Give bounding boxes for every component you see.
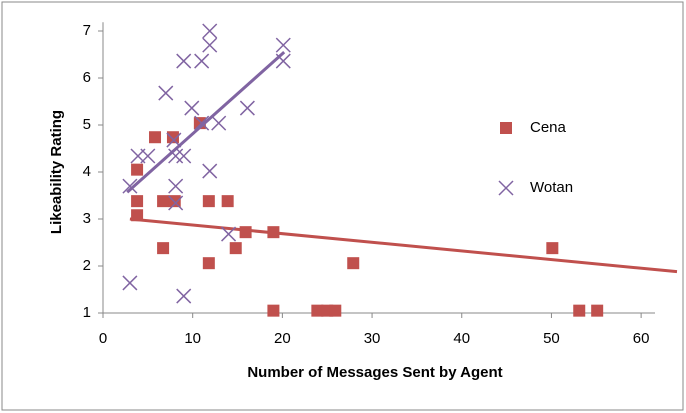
point xyxy=(168,195,184,211)
point xyxy=(329,304,342,317)
point xyxy=(267,226,280,239)
legend-label: Cena xyxy=(530,119,567,136)
point xyxy=(166,132,182,148)
point xyxy=(311,304,324,317)
point xyxy=(194,115,210,131)
point xyxy=(158,85,174,101)
point xyxy=(275,37,291,53)
point xyxy=(157,242,170,255)
point xyxy=(184,100,200,116)
trendline xyxy=(126,51,286,194)
point xyxy=(267,304,280,317)
point xyxy=(194,53,210,69)
y-axis-label: Likeability Rating xyxy=(48,110,65,234)
y-tick-label: 7 xyxy=(83,22,91,39)
point xyxy=(176,53,192,69)
legend-marker xyxy=(498,180,514,196)
point xyxy=(131,195,144,208)
point xyxy=(193,117,206,130)
point xyxy=(202,257,215,270)
point xyxy=(176,288,192,304)
point xyxy=(591,304,604,317)
point xyxy=(211,115,227,131)
x-tick-label: 40 xyxy=(453,330,470,347)
point xyxy=(157,195,170,208)
point xyxy=(122,178,138,194)
x-tick-label: 30 xyxy=(364,330,381,347)
point xyxy=(573,304,586,317)
point xyxy=(131,209,144,222)
point xyxy=(239,100,255,116)
point xyxy=(168,178,184,194)
point xyxy=(122,275,138,291)
point xyxy=(140,148,156,164)
point xyxy=(275,53,291,69)
y-tick-label: 5 xyxy=(83,116,91,133)
legend-label: Wotan xyxy=(530,179,573,196)
point xyxy=(166,131,179,144)
point xyxy=(149,131,162,144)
x-tick-label: 0 xyxy=(99,330,107,347)
point xyxy=(176,148,192,164)
point xyxy=(168,148,184,164)
y-tick-label: 1 xyxy=(83,304,91,321)
point xyxy=(202,195,215,208)
point xyxy=(229,242,242,255)
point xyxy=(546,242,559,255)
y-tick-label: 2 xyxy=(83,257,91,274)
x-axis-label: Number of Messages Sent by Agent xyxy=(247,364,502,381)
y-tick-label: 4 xyxy=(83,163,91,180)
x-tick-label: 60 xyxy=(633,330,650,347)
trendline xyxy=(129,217,678,274)
point xyxy=(347,257,360,270)
point xyxy=(202,23,218,39)
x-tick-label: 20 xyxy=(274,330,291,347)
x-tick-label: 10 xyxy=(184,330,201,347)
point xyxy=(202,163,218,179)
point xyxy=(202,37,218,53)
x-tick-label: 50 xyxy=(543,330,560,347)
point xyxy=(221,195,234,208)
y-tick-label: 6 xyxy=(83,69,91,86)
point xyxy=(239,226,252,239)
y-tick-label: 3 xyxy=(83,210,91,227)
point xyxy=(131,163,144,176)
legend-marker xyxy=(500,122,512,134)
point xyxy=(221,226,237,242)
